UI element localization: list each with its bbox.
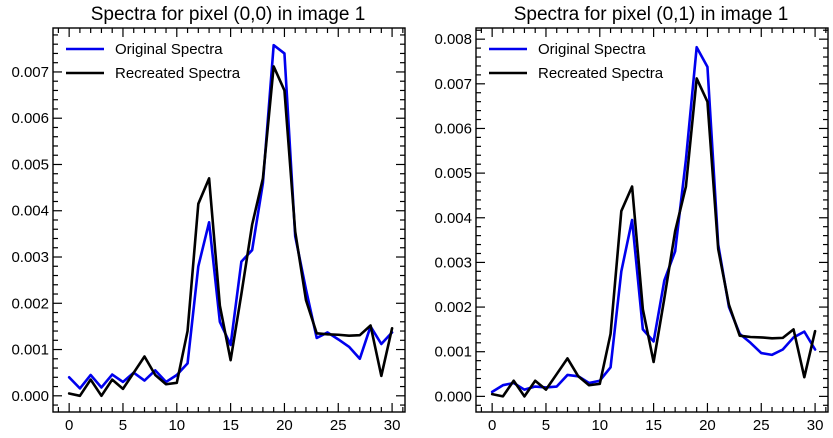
y-tick-label: 0.006: [11, 110, 49, 127]
legend-label-original: Original Spectra: [115, 41, 223, 58]
x-tick-label: 15: [645, 417, 662, 434]
x-tick-label: 0: [488, 417, 496, 434]
x-tick-label: 10: [168, 417, 185, 434]
plot-frame: [475, 27, 829, 413]
chart-pixel-0-1: Spectra for pixel (0,1) in image 1 0 5 10 1…: [434, 4, 829, 434]
chart-title: Spectra for pixel (0,0) in image 1: [91, 4, 366, 25]
x-tick-label: 25: [330, 417, 347, 434]
x-tick-label: 30: [384, 417, 401, 434]
legend: Original Spectra Recreated Spectra: [489, 41, 664, 82]
x-tick-label: 30: [807, 417, 824, 434]
y-tick-label: 0.006: [434, 120, 472, 137]
y-tick-label: 0.005: [11, 156, 49, 173]
y-tick-label: 0.003: [434, 254, 472, 271]
y-tick-label: 0.000: [434, 388, 472, 405]
series-line-recreated: [67, 65, 394, 398]
y-tick-label: 0.003: [11, 249, 49, 266]
legend: Original Spectra Recreated Spectra: [66, 41, 241, 82]
y-tick-label: 0.001: [11, 342, 49, 359]
x-tick-label: 20: [699, 417, 716, 434]
legend-label-recreated: Recreated Spectra: [115, 65, 241, 82]
x-tick-label: 20: [276, 417, 293, 434]
y-tick-label: 0.007: [11, 64, 49, 81]
x-tick-label: 25: [753, 417, 770, 434]
x-tick-label: 5: [119, 417, 127, 434]
y-tick-label: 0.001: [434, 344, 472, 361]
legend-label-original: Original Spectra: [538, 41, 646, 58]
legend-label-recreated: Recreated Spectra: [538, 65, 664, 82]
chart-pixel-0-0: Spectra for pixel (0,0) in image 1 0 5 10 1…: [11, 4, 406, 434]
x-tick-label: 0: [65, 417, 73, 434]
y-tick-label: 0.002: [434, 299, 472, 316]
x-tick-label: 10: [591, 417, 608, 434]
y-tick-label: 0.007: [434, 76, 472, 93]
y-tick-label: 0.005: [434, 165, 472, 182]
x-tick-label: 15: [222, 417, 239, 434]
series-line-original: [67, 43, 394, 390]
y-tick-label: 0.000: [11, 388, 49, 405]
y-tick-label: 0.004: [11, 203, 49, 220]
x-tick-label: 5: [542, 417, 550, 434]
y-tick-label: 0.004: [434, 210, 472, 227]
y-tick-label: 0.008: [434, 31, 472, 48]
series-line-recreated: [490, 77, 817, 398]
y-tick-label: 0.002: [11, 295, 49, 312]
series-line-original: [490, 45, 817, 394]
chart-title: Spectra for pixel (0,1) in image 1: [514, 4, 789, 25]
